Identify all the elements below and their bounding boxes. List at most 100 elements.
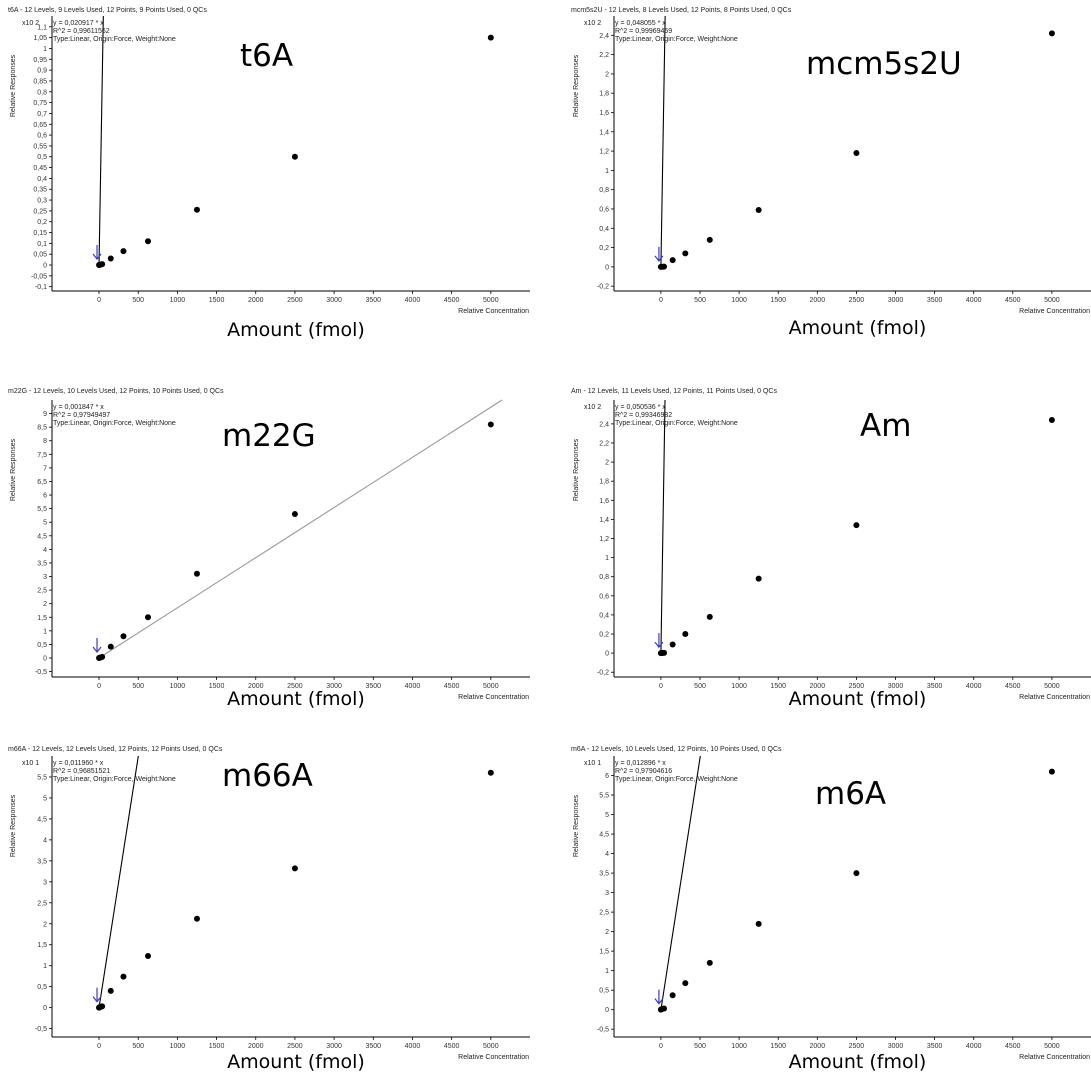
fit-line: [98, 15, 104, 266]
data-point: [144, 614, 151, 621]
equation-text: y = 0,048055 * x: [615, 20, 666, 27]
x-tick-label: 1500: [770, 683, 786, 690]
x-tick-label: 2500: [287, 683, 303, 690]
y-exponent: x10 2: [584, 20, 601, 27]
y-tick-label: 5,5: [37, 774, 47, 781]
data-point: [107, 643, 114, 650]
origin-arrow-icon: [92, 987, 102, 1003]
y-tick-label: 1: [43, 963, 47, 970]
compound-title: m22G: [222, 418, 316, 454]
x-axis-caption: Amount (fmol): [789, 688, 927, 710]
x-tick-label: 1000: [731, 1043, 747, 1050]
x-tick-label: 3500: [927, 297, 943, 304]
data-point: [755, 920, 762, 927]
y-tick-label: 2,5: [599, 910, 609, 917]
y-tick-label: 0,9: [37, 68, 47, 75]
x-tick-label: 2500: [849, 1043, 865, 1050]
data-point: [291, 865, 298, 872]
x-tick-label: 4500: [1005, 1043, 1021, 1050]
x-tick-label: 2500: [287, 1043, 303, 1050]
y-tick-label: 0: [43, 655, 47, 662]
y-tick-label: 1,6: [599, 498, 609, 505]
data-point: [661, 649, 668, 656]
y-tick-label: 3,5: [37, 858, 47, 865]
y-tick-label: 0,5: [37, 984, 47, 991]
x-tick-label: 1500: [770, 1043, 786, 1050]
x-tick-label: 5000: [483, 1043, 499, 1050]
x-tick-label: 2500: [287, 297, 303, 304]
y-tick-label: 5: [605, 812, 609, 819]
y-tick-label: 1: [605, 555, 609, 562]
x-tick-label: 500: [132, 297, 144, 304]
x-tick-label: 1000: [170, 683, 186, 690]
data-point: [706, 613, 713, 620]
fit-line: [98, 399, 503, 659]
y-tick-label: 0,75: [33, 100, 47, 107]
y-axis-label: Relative Responses: [10, 794, 17, 857]
y-tick-label: 0,7: [37, 111, 47, 118]
x-axis-caption: Amount (fmol): [789, 317, 927, 339]
y-tick-label: 2: [43, 921, 47, 928]
x-tick-label: 4500: [1005, 297, 1021, 304]
x-tick-label: 1500: [209, 1043, 225, 1050]
y-exponent: x10 1: [22, 760, 39, 767]
x-tick-label: 4000: [405, 1043, 421, 1050]
x-tick-label: 1000: [170, 297, 186, 304]
x-tick-label: 2000: [248, 683, 264, 690]
y-tick-label: 0,65: [33, 122, 47, 129]
y-tick-label: 1: [43, 46, 47, 53]
data-point: [99, 1003, 106, 1010]
y-tick-label: 1,1: [37, 24, 47, 31]
chart-header: Am - 12 Levels, 11 Levels Used, 12 Point…: [571, 388, 777, 395]
fit-type-text: Type:Linear, Origin:Force, Weight:None: [53, 420, 176, 427]
y-tick-label: 1,5: [599, 949, 609, 956]
data-point: [1048, 768, 1055, 775]
x-tick-label: 500: [694, 297, 706, 304]
compound-title: Am: [860, 408, 911, 444]
compound-title: m6A: [815, 776, 886, 812]
data-point: [755, 206, 762, 213]
x-axis-caption: Amount (fmol): [227, 688, 365, 710]
data-point: [1048, 417, 1055, 424]
r-squared-text: R^2 = 0,96851521: [53, 768, 110, 775]
x-tick-label: 0: [97, 683, 101, 690]
fit-line: [98, 755, 139, 1008]
y-tick-label: 0,35: [33, 187, 47, 194]
y-tick-label: 4: [43, 837, 47, 844]
x-tick-label: 3500: [365, 297, 381, 304]
x-tick-label: 0: [97, 297, 101, 304]
y-tick-label: -0,05: [31, 273, 47, 280]
y-axis-label: Relative Responses: [573, 438, 580, 501]
y-axis-label: Relative Responses: [573, 794, 580, 857]
data-point: [120, 973, 127, 980]
data-point: [193, 206, 200, 213]
y-tick-label: 1,2: [599, 536, 609, 543]
chart-panel-mcm5s2u: mcm5s2U - 12 Levels, 8 Levels Used, 12 P…: [571, 7, 1091, 339]
y-tick-label: 1: [43, 628, 47, 635]
y-tick-label: 0,2: [599, 632, 609, 639]
chart-header: t6A - 12 Levels, 9 Levels Used, 12 Point…: [8, 7, 207, 14]
y-tick-label: 2,4: [599, 421, 609, 428]
y-tick-label: 2: [605, 929, 609, 936]
x-axis-name: Relative Concentration: [1019, 1054, 1090, 1061]
data-point: [291, 511, 298, 518]
chart-panel-m66a: m66A - 12 Levels, 12 Levels Used, 12 Poi…: [8, 746, 530, 1073]
y-tick-label: 1,8: [599, 479, 609, 486]
y-tick-label: 1,6: [599, 110, 609, 117]
y-axis-label: Relative Responses: [573, 54, 580, 117]
data-point: [291, 153, 298, 160]
y-tick-label: 6: [605, 773, 609, 780]
y-tick-label: 0,6: [599, 593, 609, 600]
x-tick-label: 1500: [209, 683, 225, 690]
x-tick-label: 0: [659, 683, 663, 690]
y-tick-label: 8: [43, 438, 47, 445]
x-tick-label: 3500: [365, 683, 381, 690]
y-tick-label: 7,5: [37, 452, 47, 459]
compound-title: mcm5s2U: [806, 46, 962, 82]
y-axis-label: Relative Responses: [10, 438, 17, 501]
y-tick-label: -0,5: [35, 669, 47, 676]
y-axis-label: Relative Responses: [10, 54, 17, 117]
x-tick-label: 3000: [888, 297, 904, 304]
data-point: [487, 421, 494, 428]
